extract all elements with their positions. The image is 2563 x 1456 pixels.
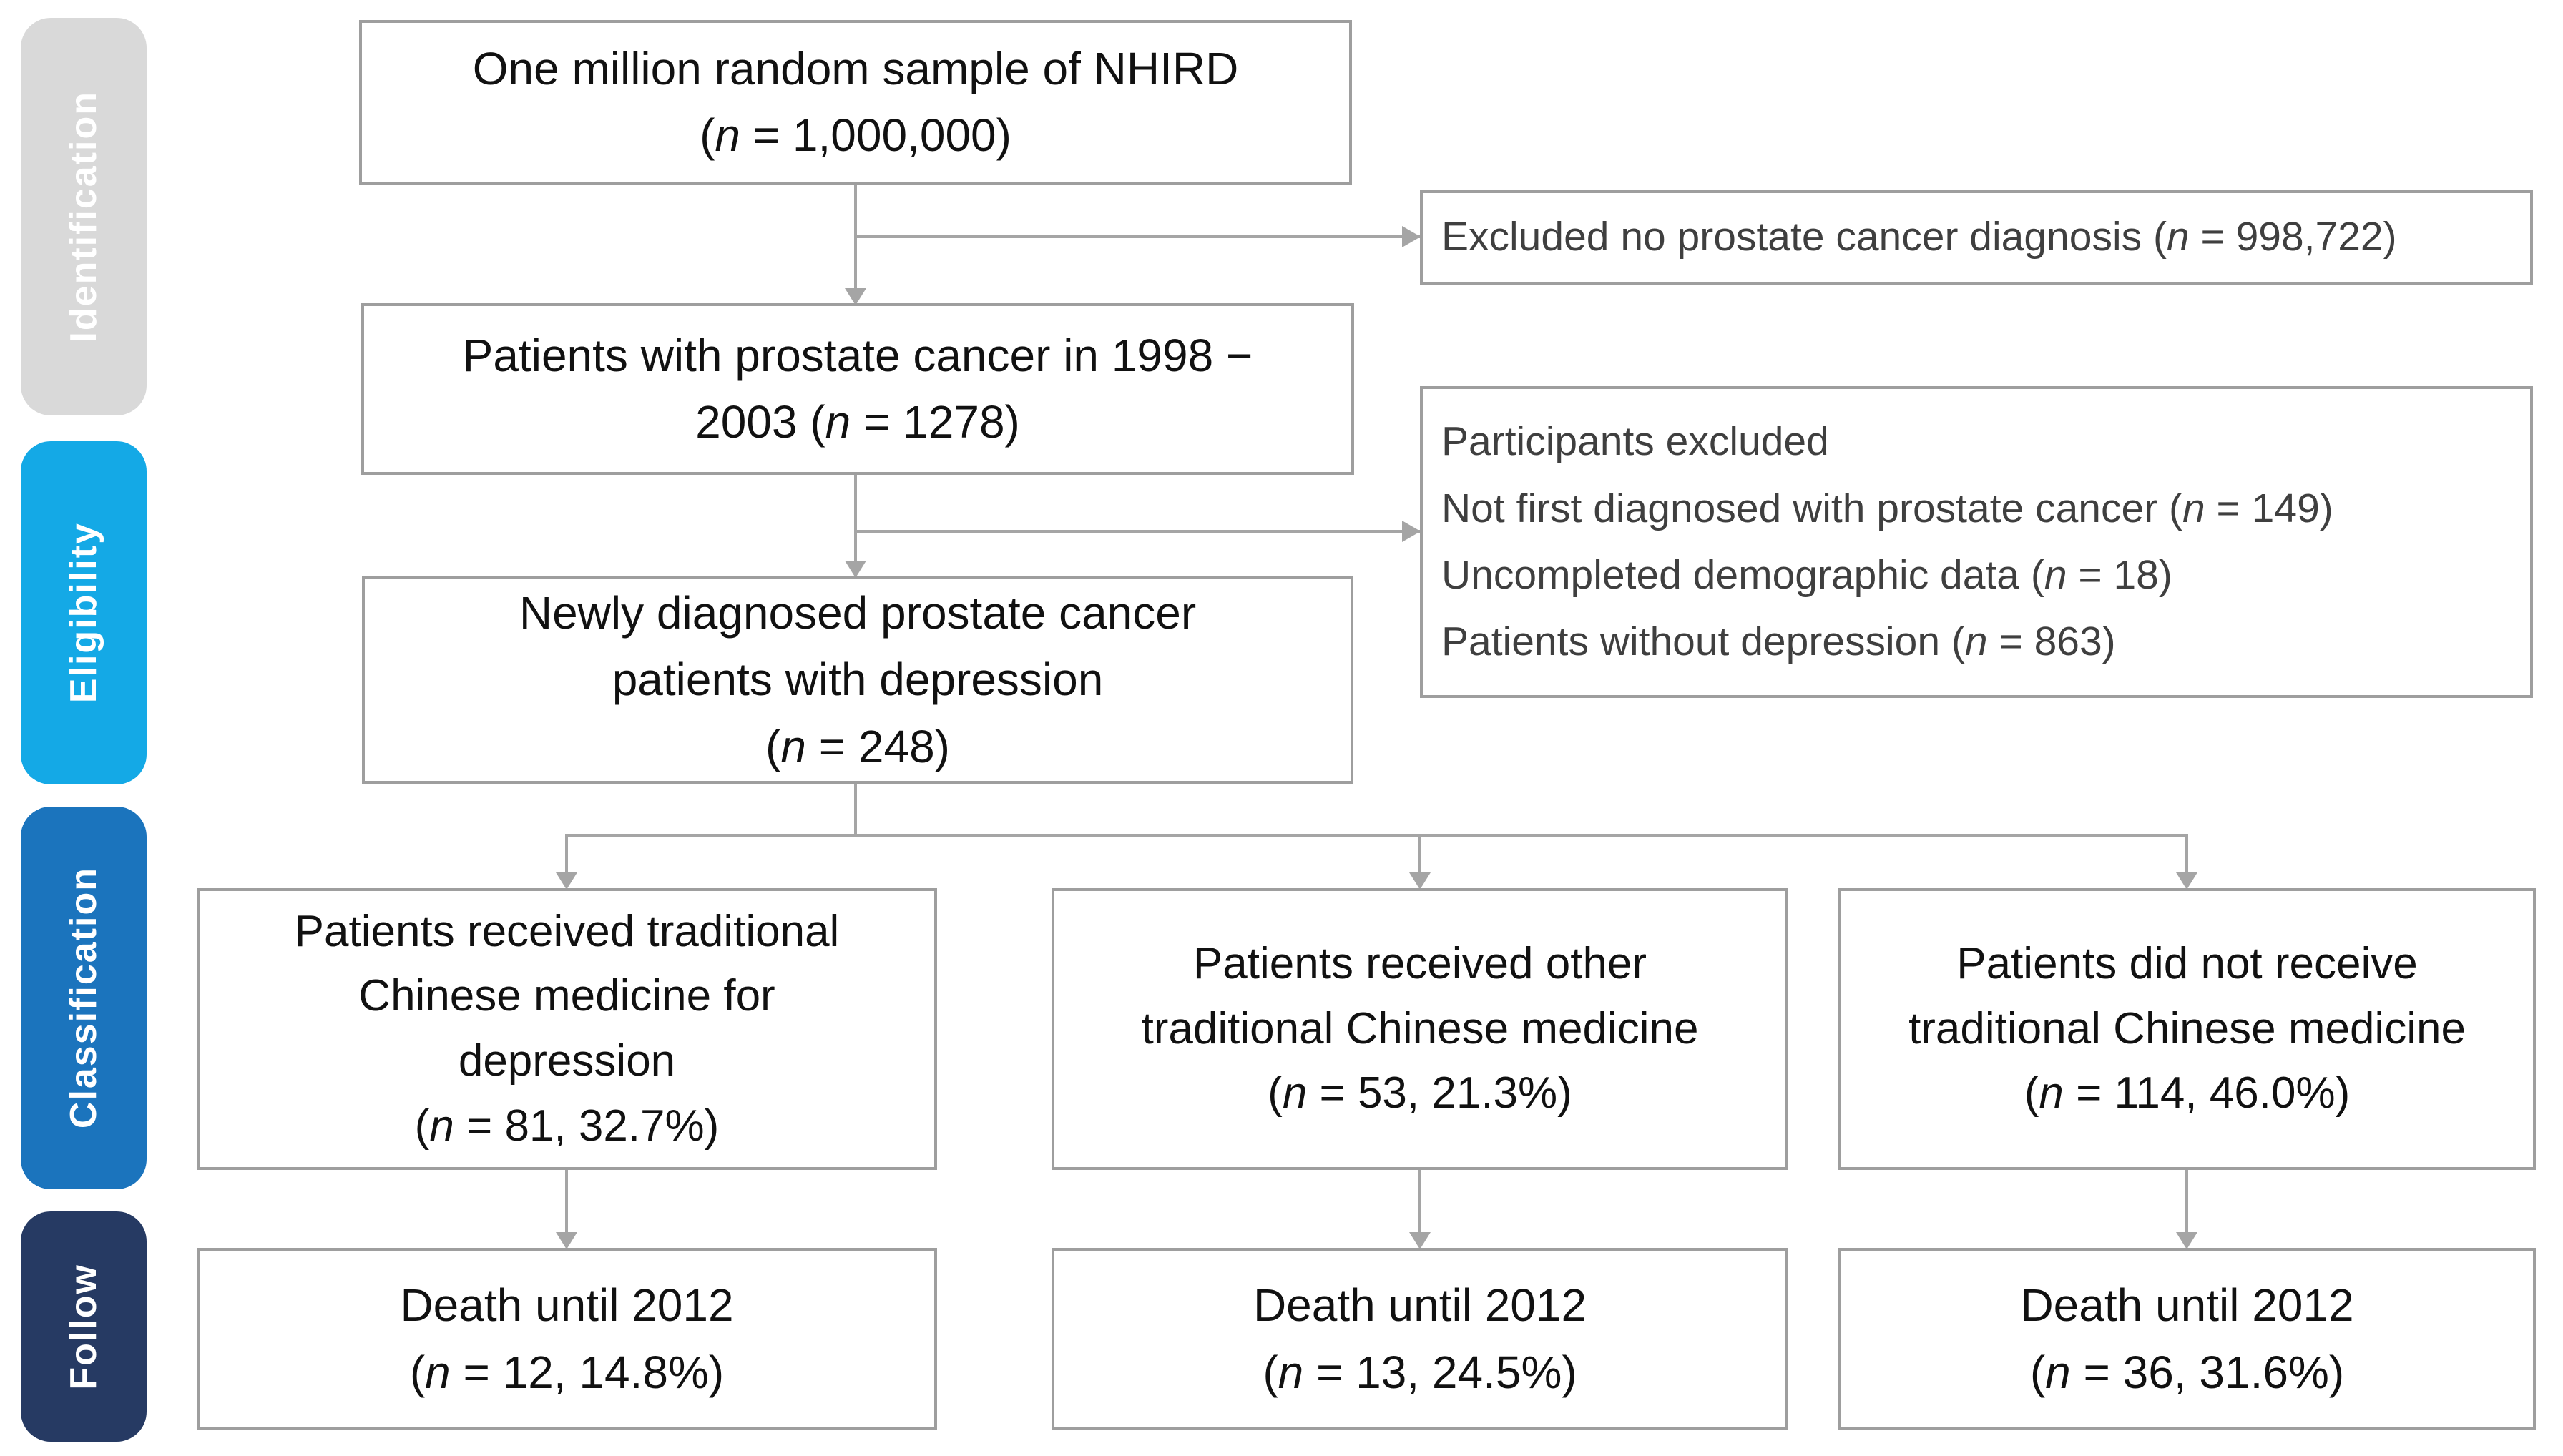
stage-tab-eligibility: Eligibility: [21, 441, 147, 784]
box-text-line: patients with depression: [612, 654, 1104, 706]
box-text-line: Newly diagnosed prostate cancer: [519, 586, 1197, 639]
stage-label-classification: Classification: [63, 867, 104, 1129]
stage-tab-classification: Classification: [21, 807, 147, 1189]
box-text-line: Death until 2012: [2020, 1279, 2354, 1332]
box-text-line: Uncompleted demographic data (n = 18): [1441, 552, 2172, 598]
box-text-line: Patients received other: [1192, 939, 1647, 989]
arrowhead-to-death-other: [1409, 1232, 1431, 1249]
arrowhead-to-excluded-nopc: [1402, 226, 1421, 247]
arrowhead-to-other-tcm-box: [1409, 872, 1431, 890]
arrowhead-to-tcm-box: [556, 872, 577, 890]
connector-none-to-death: [2185, 1170, 2188, 1234]
box-did-not-receive-tcm: Patients did not receive traditional Chi…: [1838, 888, 2536, 1170]
connector-other-to-death: [1418, 1170, 1421, 1234]
box-stat-line: (n = 12, 14.8%): [409, 1346, 725, 1398]
connector-1998-down: [854, 475, 857, 562]
connector-to-excluded-nopc: [856, 235, 1420, 238]
connector-branch-middle: [1418, 834, 1421, 874]
box-text-line: One million random sample of NHIRD: [472, 42, 1239, 94]
box-text-line: Patients did not receive: [1956, 939, 2418, 989]
box-stat-line: (n = 36, 31.6%): [2029, 1346, 2345, 1398]
box-nhird-sample: One million random sample of NHIRD (n = …: [359, 20, 1352, 185]
connector-tcm-to-death: [565, 1170, 568, 1234]
box-text-line: Participants excluded: [1441, 418, 1829, 465]
connector-to-participants-excluded: [856, 530, 1420, 533]
box-text-line: Patients with prostate cancer in 1998 −: [462, 329, 1253, 381]
box-death-no-tcm-group: Death until 2012 (n = 36, 31.6%): [1838, 1248, 2536, 1430]
box-text-line: depression: [458, 1036, 676, 1086]
connector-branch-right: [2185, 834, 2188, 874]
box-received-tcm-for-depression: Patients received traditional Chinese me…: [197, 888, 937, 1170]
box-stat-line: (n = 1,000,000): [700, 109, 1011, 161]
box-newly-diagnosed-with-depression: Newly diagnosed prostate cancer patients…: [362, 576, 1353, 784]
box-text-line: Chinese medicine for: [358, 971, 775, 1021]
connector-newly-down: [854, 784, 857, 837]
arrowhead-to-newly-box: [845, 561, 866, 578]
box-participants-excluded: Participants excluded Not first diagnose…: [1420, 386, 2533, 698]
arrowhead-to-no-tcm-box: [2176, 872, 2197, 890]
box-stat-line: (n = 53, 21.3%): [1268, 1068, 1572, 1118]
box-prostate-cancer-1998-2003: Patients with prostate cancer in 1998 − …: [361, 303, 1354, 475]
box-text-line: Patients without depression (n = 863): [1441, 619, 2116, 665]
box-text-line: traditional Chinese medicine: [1908, 1003, 2466, 1053]
box-text-line: Not first diagnosed with prostate cancer…: [1441, 485, 2333, 531]
stage-label-identification: Identification: [63, 91, 104, 343]
box-received-other-tcm: Patients received other traditional Chin…: [1052, 888, 1788, 1170]
box-stat-line: (n = 13, 24.5%): [1263, 1346, 1577, 1398]
box-stat-line: 2003 (n = 1278): [695, 396, 1020, 448]
stage-label-eligibility: Eligibility: [63, 522, 104, 704]
arrowhead-to-1998-box: [845, 288, 866, 305]
arrowhead-to-death-tcm: [556, 1232, 577, 1249]
box-death-tcm-group: Death until 2012 (n = 12, 14.8%): [197, 1248, 937, 1430]
box-text-line: Death until 2012: [1253, 1279, 1587, 1332]
box-text-line: Patients received traditional: [294, 906, 840, 956]
box-text-line: Excluded no prostate cancer diagnosis (n…: [1441, 214, 2397, 260]
box-stat-line: (n = 248): [765, 720, 950, 772]
box-stat-line: (n = 114, 46.0%): [2024, 1068, 2351, 1118]
box-stat-line: (n = 81, 32.7%): [414, 1101, 720, 1151]
box-death-other-tcm-group: Death until 2012 (n = 13, 24.5%): [1052, 1248, 1788, 1430]
stage-tab-identification: Identification: [21, 18, 147, 415]
box-text-line: traditional Chinese medicine: [1141, 1003, 1699, 1053]
connector-branch-left: [565, 834, 568, 874]
connector-branch-split: [565, 834, 2188, 837]
arrowhead-to-death-none: [2176, 1232, 2197, 1249]
box-excluded-no-prostate-cancer: Excluded no prostate cancer diagnosis (n…: [1420, 190, 2533, 285]
box-text-line: Death until 2012: [400, 1279, 734, 1332]
arrowhead-to-participants-excluded: [1402, 521, 1421, 542]
stage-label-follow: Follow: [63, 1263, 104, 1390]
stage-tab-follow: Follow: [21, 1211, 147, 1442]
